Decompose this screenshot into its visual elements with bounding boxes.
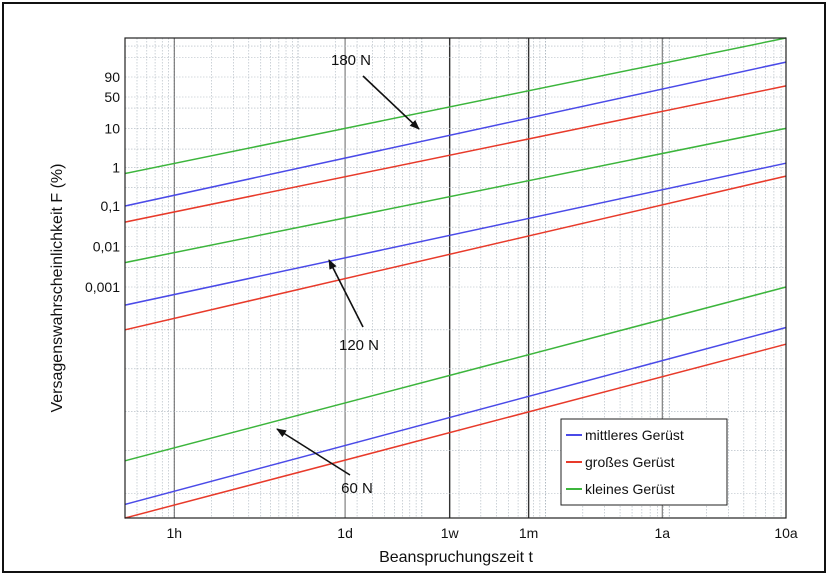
plot-border (124, 37, 787, 519)
series-line-60N-4a4ae8 (124, 326, 787, 506)
y-tick-label: 1 (112, 160, 120, 176)
y-tick-label: 0,01 (93, 239, 120, 255)
x-tick-label: 1w (441, 525, 460, 541)
series-line-120N-e83a2a (124, 175, 787, 331)
y-tick-label: 90 (104, 69, 120, 85)
x-axis-label: Beanspruchungszeit t (379, 549, 533, 566)
annotations: 180 N 120 N 60 N (276, 52, 420, 497)
x-tick-label: 1m (519, 525, 538, 541)
x-tick-label: 1a (654, 525, 670, 541)
series-line-60N-e83a2a (124, 343, 787, 519)
y-tick-label: 0,001 (85, 279, 120, 295)
annotation-arrow (328, 259, 364, 328)
annotation-arrow (276, 428, 351, 476)
series-line-180N-e83a2a (124, 85, 787, 223)
legend-box (560, 418, 728, 506)
y-tick-label: 0,1 (101, 198, 121, 214)
y-axis-label: Versagenswahrscheinlichkeit F (%) (49, 164, 66, 413)
x-tick-label: 1h (166, 525, 182, 541)
annotation-label: 120 N (339, 337, 379, 354)
annotation-label: 60 N (341, 480, 373, 497)
grid (124, 38, 787, 519)
series-line-60N-3cb53c (124, 286, 787, 462)
series-line-180N-3cb53c (124, 37, 787, 175)
series-line-120N-4a4ae8 (124, 162, 787, 306)
tick-labels: 1h 1d 1w 1m 1a 10a 90 50 10 1 0,1 0,01 0,001 (85, 69, 798, 541)
plot-area-border (124, 37, 787, 519)
series-lines (124, 37, 787, 519)
y-tick-label: 50 (104, 89, 120, 105)
annotation-label: 180 N (331, 52, 371, 69)
annotation-arrow (362, 75, 420, 130)
legend-label: mittleres Gerüst (585, 427, 684, 443)
legend-label: kleines Gerüst (585, 481, 675, 497)
x-tick-label: 10a (774, 525, 798, 541)
legend: mittleres Gerüst großes Gerüst kleines Ger… (560, 418, 728, 506)
x-tick-label: 1d (337, 525, 353, 541)
series-line-120N-3cb53c (124, 127, 787, 264)
series-line-180N-4a4ae8 (124, 61, 787, 207)
y-tick-label: 10 (104, 120, 120, 136)
legend-label: großes Gerüst (585, 454, 675, 470)
